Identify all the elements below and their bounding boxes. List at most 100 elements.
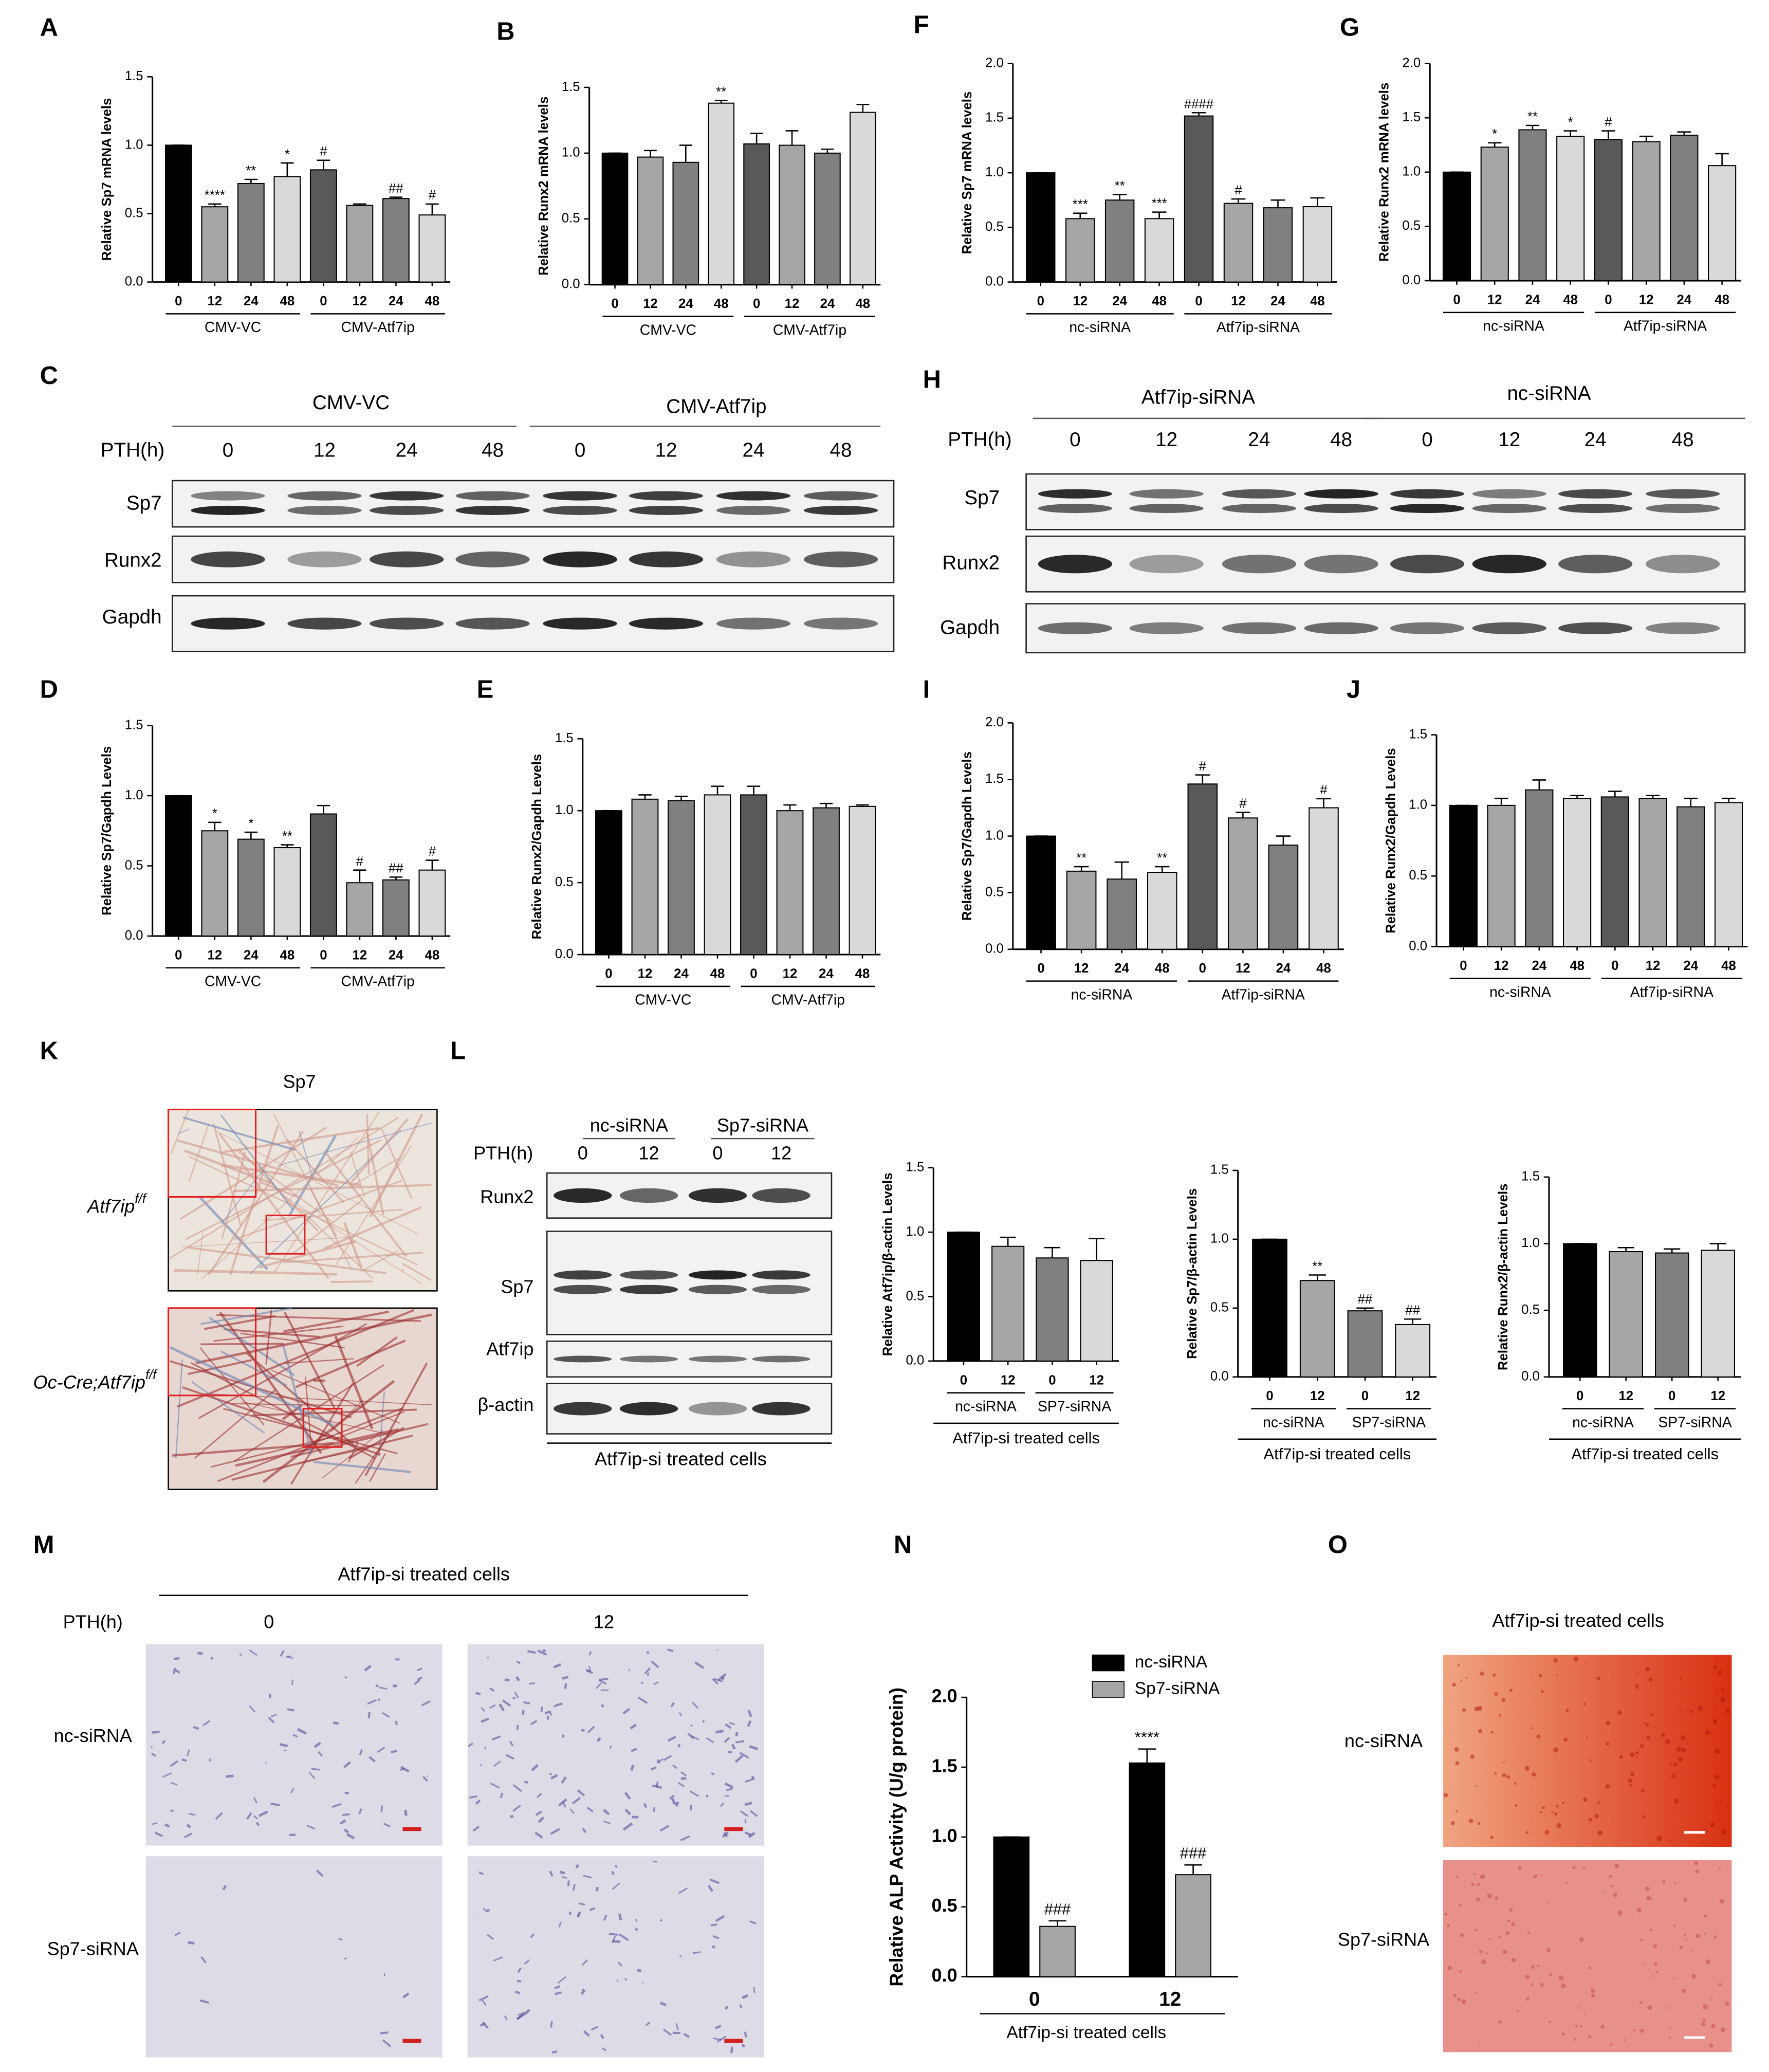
x-tick-label: 0: [1453, 292, 1460, 307]
bar: [668, 800, 695, 956]
stained-cell: [630, 1764, 635, 1771]
stain-dot: [1485, 1952, 1488, 1955]
stain-dot: [1531, 1727, 1533, 1729]
blot-band: [1222, 504, 1297, 514]
blot-band: [688, 1188, 747, 1203]
stained-cell: [249, 1705, 256, 1713]
stain-dot: [1619, 1755, 1623, 1759]
significance-label: **: [1157, 851, 1167, 865]
error-bar: [1487, 142, 1502, 148]
tissue-stroke: [220, 1350, 287, 1386]
tissue-stroke: [330, 1280, 373, 1283]
group-label: Atf7ip-siRNA: [1217, 319, 1300, 336]
stain-dot: [1480, 1672, 1484, 1676]
stained-cell: [739, 1752, 749, 1759]
tissue-stroke: [174, 1269, 337, 1276]
tissue-stroke: [201, 1136, 359, 1279]
stained-cell: [615, 1865, 618, 1868]
stained-cell: [338, 1938, 343, 1941]
blot-band: [619, 1285, 678, 1294]
caption: Atf7ip-si treated cells: [595, 1448, 767, 1470]
blot-band: [1038, 622, 1113, 634]
row-label: Sp7-siRNA: [47, 1938, 139, 1959]
stained-cell: [491, 1735, 501, 1741]
x-tick-label: 0: [175, 294, 182, 308]
blot-band: [629, 617, 704, 630]
stained-cell: [509, 1740, 514, 1747]
stained-cell: [170, 1809, 174, 1812]
blot-band: [619, 1355, 678, 1363]
x-tick-label: 0: [1668, 1389, 1675, 1403]
bar: [1632, 141, 1661, 282]
stained-cell: [749, 1745, 759, 1751]
stain-dot: [1642, 1963, 1644, 1965]
stained-cell: [359, 1749, 363, 1756]
stained-cell: [721, 1676, 725, 1681]
error-bar: [750, 133, 763, 144]
stained-cell: [172, 1667, 176, 1674]
blot-band: [688, 1355, 747, 1363]
stain-dot: [1594, 1814, 1599, 1819]
y-axis-label: Relative Sp7 mRNA levels: [960, 91, 974, 254]
stain-dot: [1710, 1822, 1716, 1827]
y-tick-label: 0.5: [1210, 1300, 1229, 1315]
stained-cell: [546, 1715, 549, 1720]
stain-dot: [1673, 1977, 1675, 1979]
blot-band: [752, 1402, 810, 1416]
error-bar: [426, 859, 439, 870]
stained-cell: [744, 1802, 752, 1806]
bar: [1594, 139, 1623, 282]
group-label: SP7-siRNA: [1658, 1414, 1731, 1431]
blot-band: [1038, 504, 1113, 514]
row-label: Atf7ipf/f: [86, 1191, 147, 1216]
stain-dot: [1475, 1991, 1478, 1994]
significance-label: #: [356, 854, 364, 869]
error-bar: [856, 103, 870, 113]
time-value: 12: [594, 1611, 614, 1632]
stained-cell: [715, 1729, 724, 1734]
stain-dot: [1674, 1882, 1676, 1884]
y-axis-label: Relative Sp7/Gapdh Levels: [960, 751, 974, 921]
stained-cell: [475, 1799, 481, 1805]
error-bar: [389, 196, 403, 199]
stained-cell: [344, 1676, 347, 1679]
stained-cell: [653, 1681, 659, 1685]
blot-band: [1304, 489, 1378, 499]
stained-cell: [669, 1794, 675, 1800]
y-tick-label: 0.5: [906, 1289, 924, 1303]
stain-dot: [1479, 1950, 1483, 1954]
panel-label: D: [40, 675, 58, 703]
x-tick-label: 0: [1037, 961, 1044, 976]
tissue-stroke: [290, 1423, 429, 1458]
stain-dot: [1444, 1912, 1448, 1916]
x-tick-label: 12: [1089, 1373, 1104, 1387]
tissue-stroke: [343, 1222, 363, 1268]
stained-cell: [611, 1936, 616, 1943]
stained-cell: [377, 1746, 385, 1753]
stain-dot: [1527, 1931, 1530, 1934]
stain-dot: [1511, 1957, 1516, 1963]
stained-cell: [500, 1792, 503, 1799]
stained-cell: [581, 1959, 588, 1966]
stain-dot: [1703, 2004, 1708, 2009]
stained-cell: [558, 1798, 567, 1807]
stain-dot: [1457, 1997, 1461, 2002]
tissue-stroke: [265, 1310, 272, 1365]
blot-band: [191, 491, 265, 501]
tissue-stroke: [360, 1250, 398, 1273]
error-bar: [1112, 194, 1127, 200]
stained-cell: [422, 1776, 429, 1782]
y-tick-label: 0.0: [1402, 273, 1421, 287]
stained-cell: [726, 1787, 733, 1791]
tissue-stroke: [220, 1164, 361, 1186]
stained-cell: [735, 1732, 739, 1737]
panel-label: N: [894, 1531, 912, 1558]
stained-cell: [480, 1764, 483, 1766]
y-tick-label: 0.5: [1402, 218, 1421, 233]
stained-cell: [255, 1822, 260, 1826]
stained-cell: [651, 1660, 659, 1668]
stained-cell: [199, 1999, 210, 2004]
blot-band: [752, 1188, 810, 1203]
stained-cell: [404, 1809, 408, 1816]
y-tick-label: 1.5: [125, 718, 143, 732]
